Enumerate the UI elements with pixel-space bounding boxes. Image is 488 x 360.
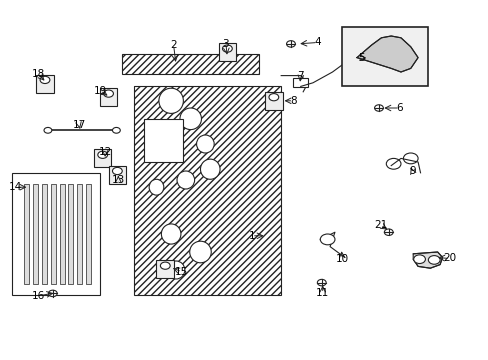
- Text: 14: 14: [9, 182, 22, 192]
- Ellipse shape: [177, 171, 194, 189]
- Bar: [36, 75, 54, 93]
- Circle shape: [98, 151, 107, 158]
- Bar: [144, 119, 183, 162]
- Bar: [77, 184, 82, 284]
- Text: 9: 9: [408, 166, 415, 176]
- Text: 6: 6: [396, 103, 403, 113]
- Text: 16: 16: [31, 291, 45, 301]
- Circle shape: [413, 255, 425, 264]
- Text: 11: 11: [315, 288, 329, 298]
- Bar: [156, 260, 174, 278]
- Text: 2: 2: [170, 40, 177, 50]
- Text: 13: 13: [111, 175, 125, 185]
- Bar: [12, 173, 100, 295]
- Bar: [134, 86, 281, 295]
- Bar: [33, 184, 38, 284]
- Bar: [94, 149, 111, 167]
- Circle shape: [427, 256, 439, 264]
- Circle shape: [222, 45, 232, 52]
- Circle shape: [346, 39, 359, 48]
- Bar: [24, 184, 29, 284]
- Circle shape: [320, 234, 334, 245]
- Circle shape: [286, 41, 295, 47]
- Text: 20: 20: [443, 253, 455, 264]
- Text: 10: 10: [335, 254, 348, 264]
- Circle shape: [112, 167, 122, 175]
- Bar: [293, 78, 307, 87]
- Text: 7: 7: [297, 71, 304, 81]
- Bar: [122, 54, 259, 74]
- Polygon shape: [356, 36, 417, 72]
- Ellipse shape: [167, 261, 184, 279]
- Text: 17: 17: [72, 120, 86, 130]
- Bar: [60, 184, 64, 284]
- Bar: [42, 184, 47, 284]
- Text: 12: 12: [98, 147, 112, 157]
- Text: 8: 8: [289, 96, 296, 106]
- Circle shape: [384, 229, 392, 235]
- Bar: [218, 43, 236, 61]
- Bar: [108, 166, 126, 184]
- Text: 21: 21: [373, 220, 386, 230]
- Circle shape: [344, 60, 357, 69]
- Ellipse shape: [189, 241, 211, 263]
- Circle shape: [374, 105, 383, 111]
- Circle shape: [268, 94, 278, 101]
- Bar: [86, 184, 91, 284]
- Circle shape: [44, 127, 52, 133]
- Text: 19: 19: [93, 86, 107, 96]
- Ellipse shape: [149, 179, 163, 195]
- Text: 4: 4: [314, 37, 321, 48]
- Circle shape: [403, 153, 417, 164]
- Ellipse shape: [161, 224, 181, 244]
- Text: 1: 1: [248, 231, 255, 241]
- Circle shape: [386, 158, 400, 169]
- Ellipse shape: [180, 108, 201, 130]
- Circle shape: [160, 262, 170, 269]
- Polygon shape: [412, 252, 442, 268]
- Circle shape: [317, 279, 325, 286]
- Bar: [134, 86, 281, 295]
- Bar: [68, 184, 73, 284]
- Text: 18: 18: [31, 69, 45, 79]
- Bar: [100, 88, 117, 106]
- Circle shape: [40, 76, 50, 84]
- Circle shape: [48, 290, 57, 297]
- Text: 15: 15: [175, 267, 188, 277]
- Bar: [122, 54, 259, 74]
- Ellipse shape: [200, 159, 220, 179]
- FancyBboxPatch shape: [342, 27, 427, 86]
- Bar: [264, 92, 282, 110]
- Text: 5: 5: [358, 53, 365, 63]
- Circle shape: [103, 90, 113, 97]
- Bar: [51, 184, 56, 284]
- Ellipse shape: [159, 88, 183, 113]
- Ellipse shape: [196, 135, 214, 153]
- Text: 3: 3: [222, 39, 229, 49]
- Circle shape: [112, 127, 120, 133]
